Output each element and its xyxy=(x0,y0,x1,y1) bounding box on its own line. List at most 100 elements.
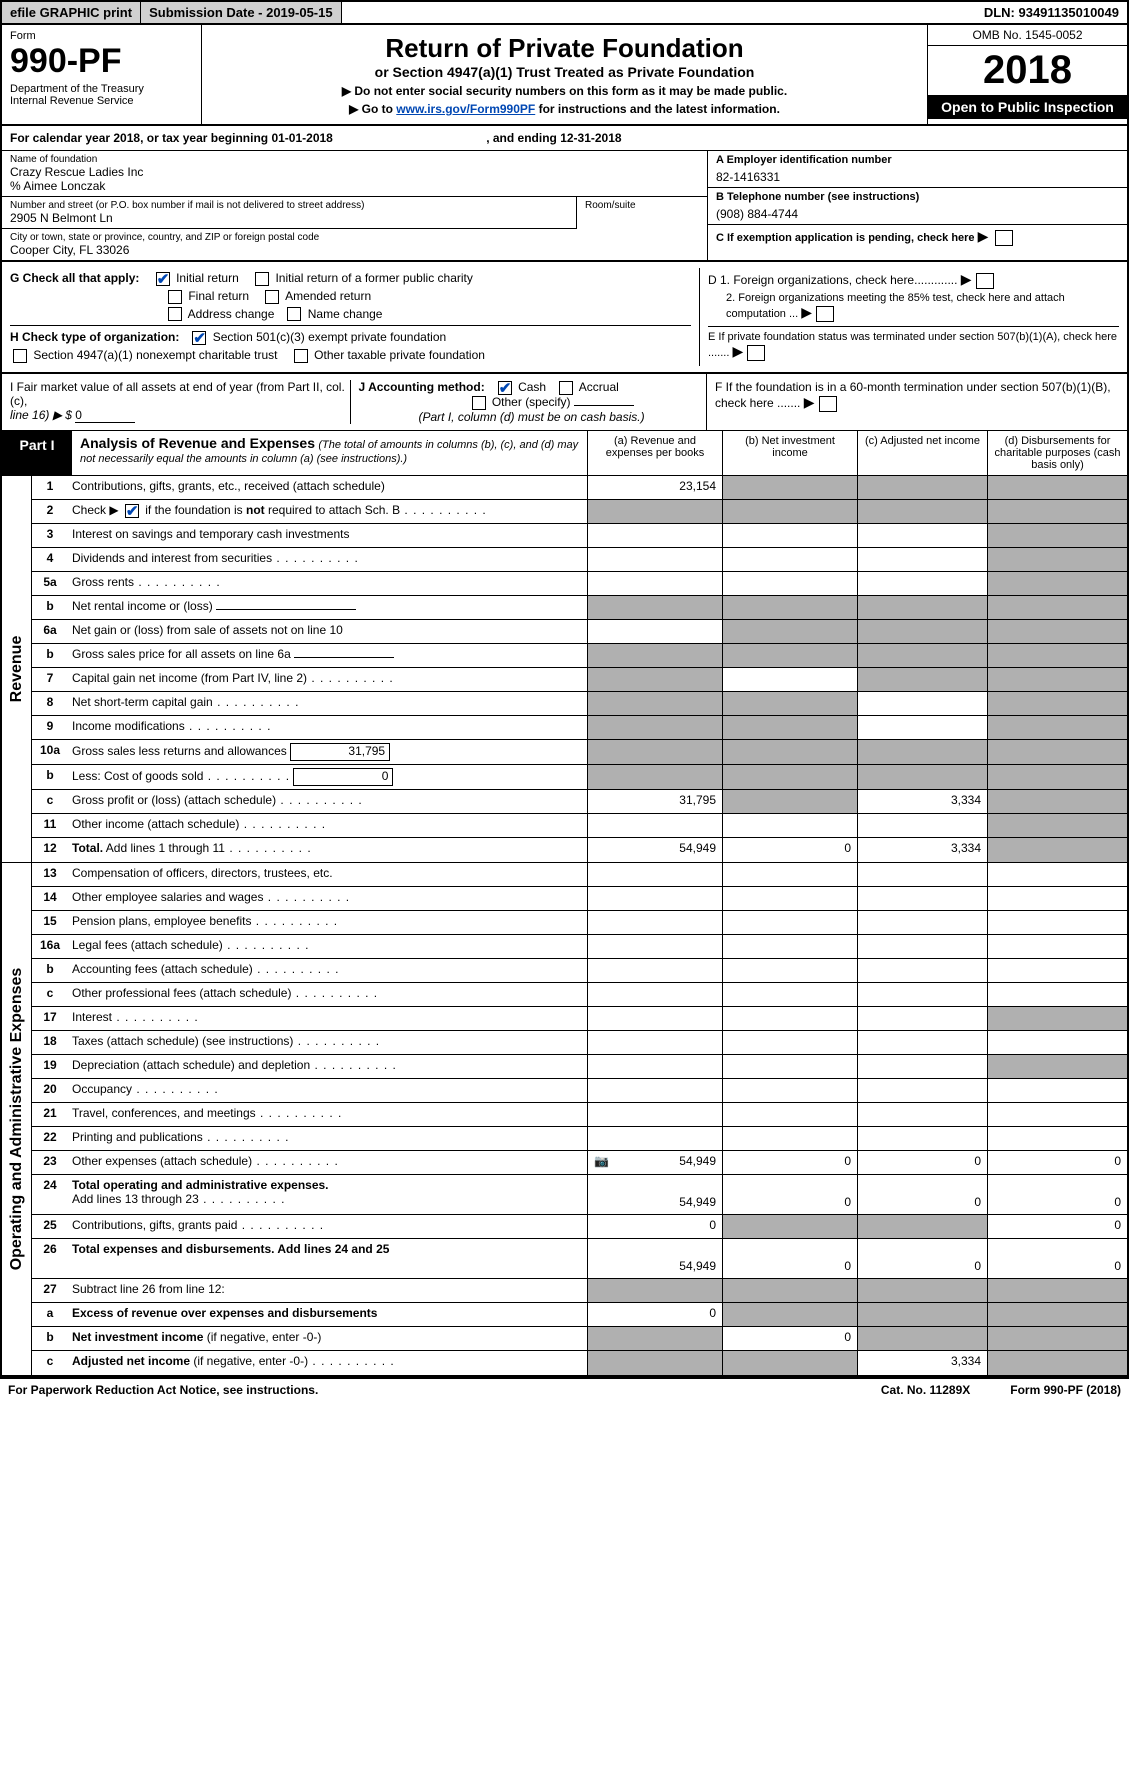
d1-checkbox[interactable] xyxy=(976,273,994,289)
other-method-checkbox[interactable] xyxy=(472,396,486,410)
ln4-desc: Dividends and interest from securities xyxy=(68,548,587,571)
ssn-warning: ▶ Do not enter social security numbers o… xyxy=(210,84,919,98)
ln11-desc: Other income (attach schedule) xyxy=(68,814,587,837)
ln10a-a xyxy=(587,740,722,764)
efile-print-button[interactable]: efile GRAPHIC print xyxy=(2,2,141,23)
ln25-d: 0 xyxy=(987,1215,1127,1238)
f-checkbox[interactable] xyxy=(819,396,837,412)
g-section: G Check all that apply: Initial return I… xyxy=(2,261,1127,373)
arrow-icon: ▶ xyxy=(804,394,815,410)
501c3-checkbox[interactable] xyxy=(192,331,206,345)
ln5b-b xyxy=(722,596,857,619)
line-19: 19Depreciation (attach schedule) and dep… xyxy=(32,1055,1127,1079)
ln23-a: 📷54,949 xyxy=(587,1151,722,1174)
ln19-a xyxy=(587,1055,722,1078)
amended-checkbox[interactable] xyxy=(265,290,279,304)
col-c-header: (c) Adjusted net income xyxy=(857,431,987,475)
ln5a-c xyxy=(857,572,987,595)
revenue-vert-label: Revenue xyxy=(2,476,32,862)
ln24-num: 24 xyxy=(32,1175,68,1214)
accrual-checkbox[interactable] xyxy=(559,381,573,395)
j-note: (Part I, column (d) must be on cash basi… xyxy=(419,410,645,424)
expenses-section: Operating and Administrative Expenses 13… xyxy=(2,863,1127,1376)
ln21-a xyxy=(587,1103,722,1126)
ln12-desc: Total. Add lines 1 through 11 xyxy=(68,838,587,862)
ln12-num: 12 xyxy=(32,838,68,862)
ln4-d xyxy=(987,548,1127,571)
ln26-b: 0 xyxy=(722,1239,857,1278)
ln16a-c xyxy=(857,935,987,958)
ln19-c xyxy=(857,1055,987,1078)
ln14-a xyxy=(587,887,722,910)
col-d-header: (d) Disbursements for charitable purpose… xyxy=(987,431,1127,475)
city-label: City or town, state or province, country… xyxy=(10,232,699,243)
ln6b-b xyxy=(722,644,857,667)
ln5b-a xyxy=(587,596,722,619)
i-j-section: I Fair market value of all assets at end… xyxy=(2,373,1127,431)
final-return-checkbox[interactable] xyxy=(168,290,182,304)
ln27b-a xyxy=(587,1327,722,1350)
ln11-num: 11 xyxy=(32,814,68,837)
part1-header: Part I Analysis of Revenue and Expenses … xyxy=(2,431,1127,476)
irs-link[interactable]: www.irs.gov/Form990PF xyxy=(396,102,535,116)
schb-checkbox[interactable] xyxy=(125,504,139,518)
ln16c-desc: Other professional fees (attach schedule… xyxy=(68,983,587,1006)
top-bar: efile GRAPHIC print Submission Date - 20… xyxy=(2,2,1127,25)
ln22-num: 22 xyxy=(32,1127,68,1150)
ln17-b xyxy=(722,1007,857,1030)
e-checkbox[interactable] xyxy=(747,345,765,361)
line-10b: b Less: Cost of goods sold 0 xyxy=(32,765,1127,790)
g-left: G Check all that apply: Initial return I… xyxy=(10,268,691,366)
ein-label: A Employer identification number xyxy=(716,154,1119,166)
ln14-d xyxy=(987,887,1127,910)
ln15-a xyxy=(587,911,722,934)
camera-icon[interactable]: 📷 xyxy=(594,1154,609,1168)
initial-return-label: Initial return xyxy=(176,271,239,285)
cash-checkbox[interactable] xyxy=(498,381,512,395)
4947-checkbox[interactable] xyxy=(13,349,27,363)
line-25: 25Contributions, gifts, grants paid00 xyxy=(32,1215,1127,1239)
name-change-checkbox[interactable] xyxy=(287,307,301,321)
ln8-b xyxy=(722,692,857,715)
ln13-c xyxy=(857,863,987,886)
ln3-desc: Interest on savings and temporary cash i… xyxy=(68,524,587,547)
ln24-a: 54,949 xyxy=(587,1175,722,1214)
form-label: Form xyxy=(10,30,193,42)
ln27b-d xyxy=(987,1327,1127,1350)
ln22-c xyxy=(857,1127,987,1150)
ln2-post: if the foundation is not required to att… xyxy=(142,503,400,517)
submission-date: Submission Date - 2019-05-15 xyxy=(141,2,342,23)
other-pf-checkbox[interactable] xyxy=(294,349,308,363)
addr-change-checkbox[interactable] xyxy=(168,307,182,321)
ln5b-num: b xyxy=(32,596,68,619)
ln27b-desc: Net investment income (if negative, ente… xyxy=(68,1327,587,1350)
line-15: 15Pension plans, employee benefits xyxy=(32,911,1127,935)
h-label: H Check type of organization: xyxy=(10,330,179,344)
g-label: G Check all that apply: xyxy=(10,271,139,285)
initial-former-checkbox[interactable] xyxy=(255,272,269,286)
ln16a-b xyxy=(722,935,857,958)
ln25-desc: Contributions, gifts, grants paid xyxy=(68,1215,587,1238)
ln18-a xyxy=(587,1031,722,1054)
phone-value: (908) 884-4744 xyxy=(716,207,1119,221)
note2-pre: ▶ Go to xyxy=(349,102,396,116)
ln16b-a xyxy=(587,959,722,982)
c-checkbox[interactable] xyxy=(995,230,1013,246)
line-26: 26Total expenses and disbursements. Add … xyxy=(32,1239,1127,1279)
omb-number: OMB No. 1545-0052 xyxy=(928,25,1127,46)
line-2: 2 Check ▶ if the foundation is not requi… xyxy=(32,500,1127,524)
line-16c: cOther professional fees (attach schedul… xyxy=(32,983,1127,1007)
ln16c-a xyxy=(587,983,722,1006)
ln5a-b xyxy=(722,572,857,595)
ln16c-b xyxy=(722,983,857,1006)
ein-cell: A Employer identification number 82-1416… xyxy=(708,151,1127,188)
ln10c-d xyxy=(987,790,1127,813)
initial-return-checkbox[interactable] xyxy=(156,272,170,286)
ln16b-c xyxy=(857,959,987,982)
d2-checkbox[interactable] xyxy=(816,306,834,322)
ln23-desc: Other expenses (attach schedule) xyxy=(68,1151,587,1174)
ln14-num: 14 xyxy=(32,887,68,910)
ln16a-a xyxy=(587,935,722,958)
ln21-num: 21 xyxy=(32,1103,68,1126)
exemption-pending-cell: C If exemption application is pending, c… xyxy=(708,225,1127,249)
